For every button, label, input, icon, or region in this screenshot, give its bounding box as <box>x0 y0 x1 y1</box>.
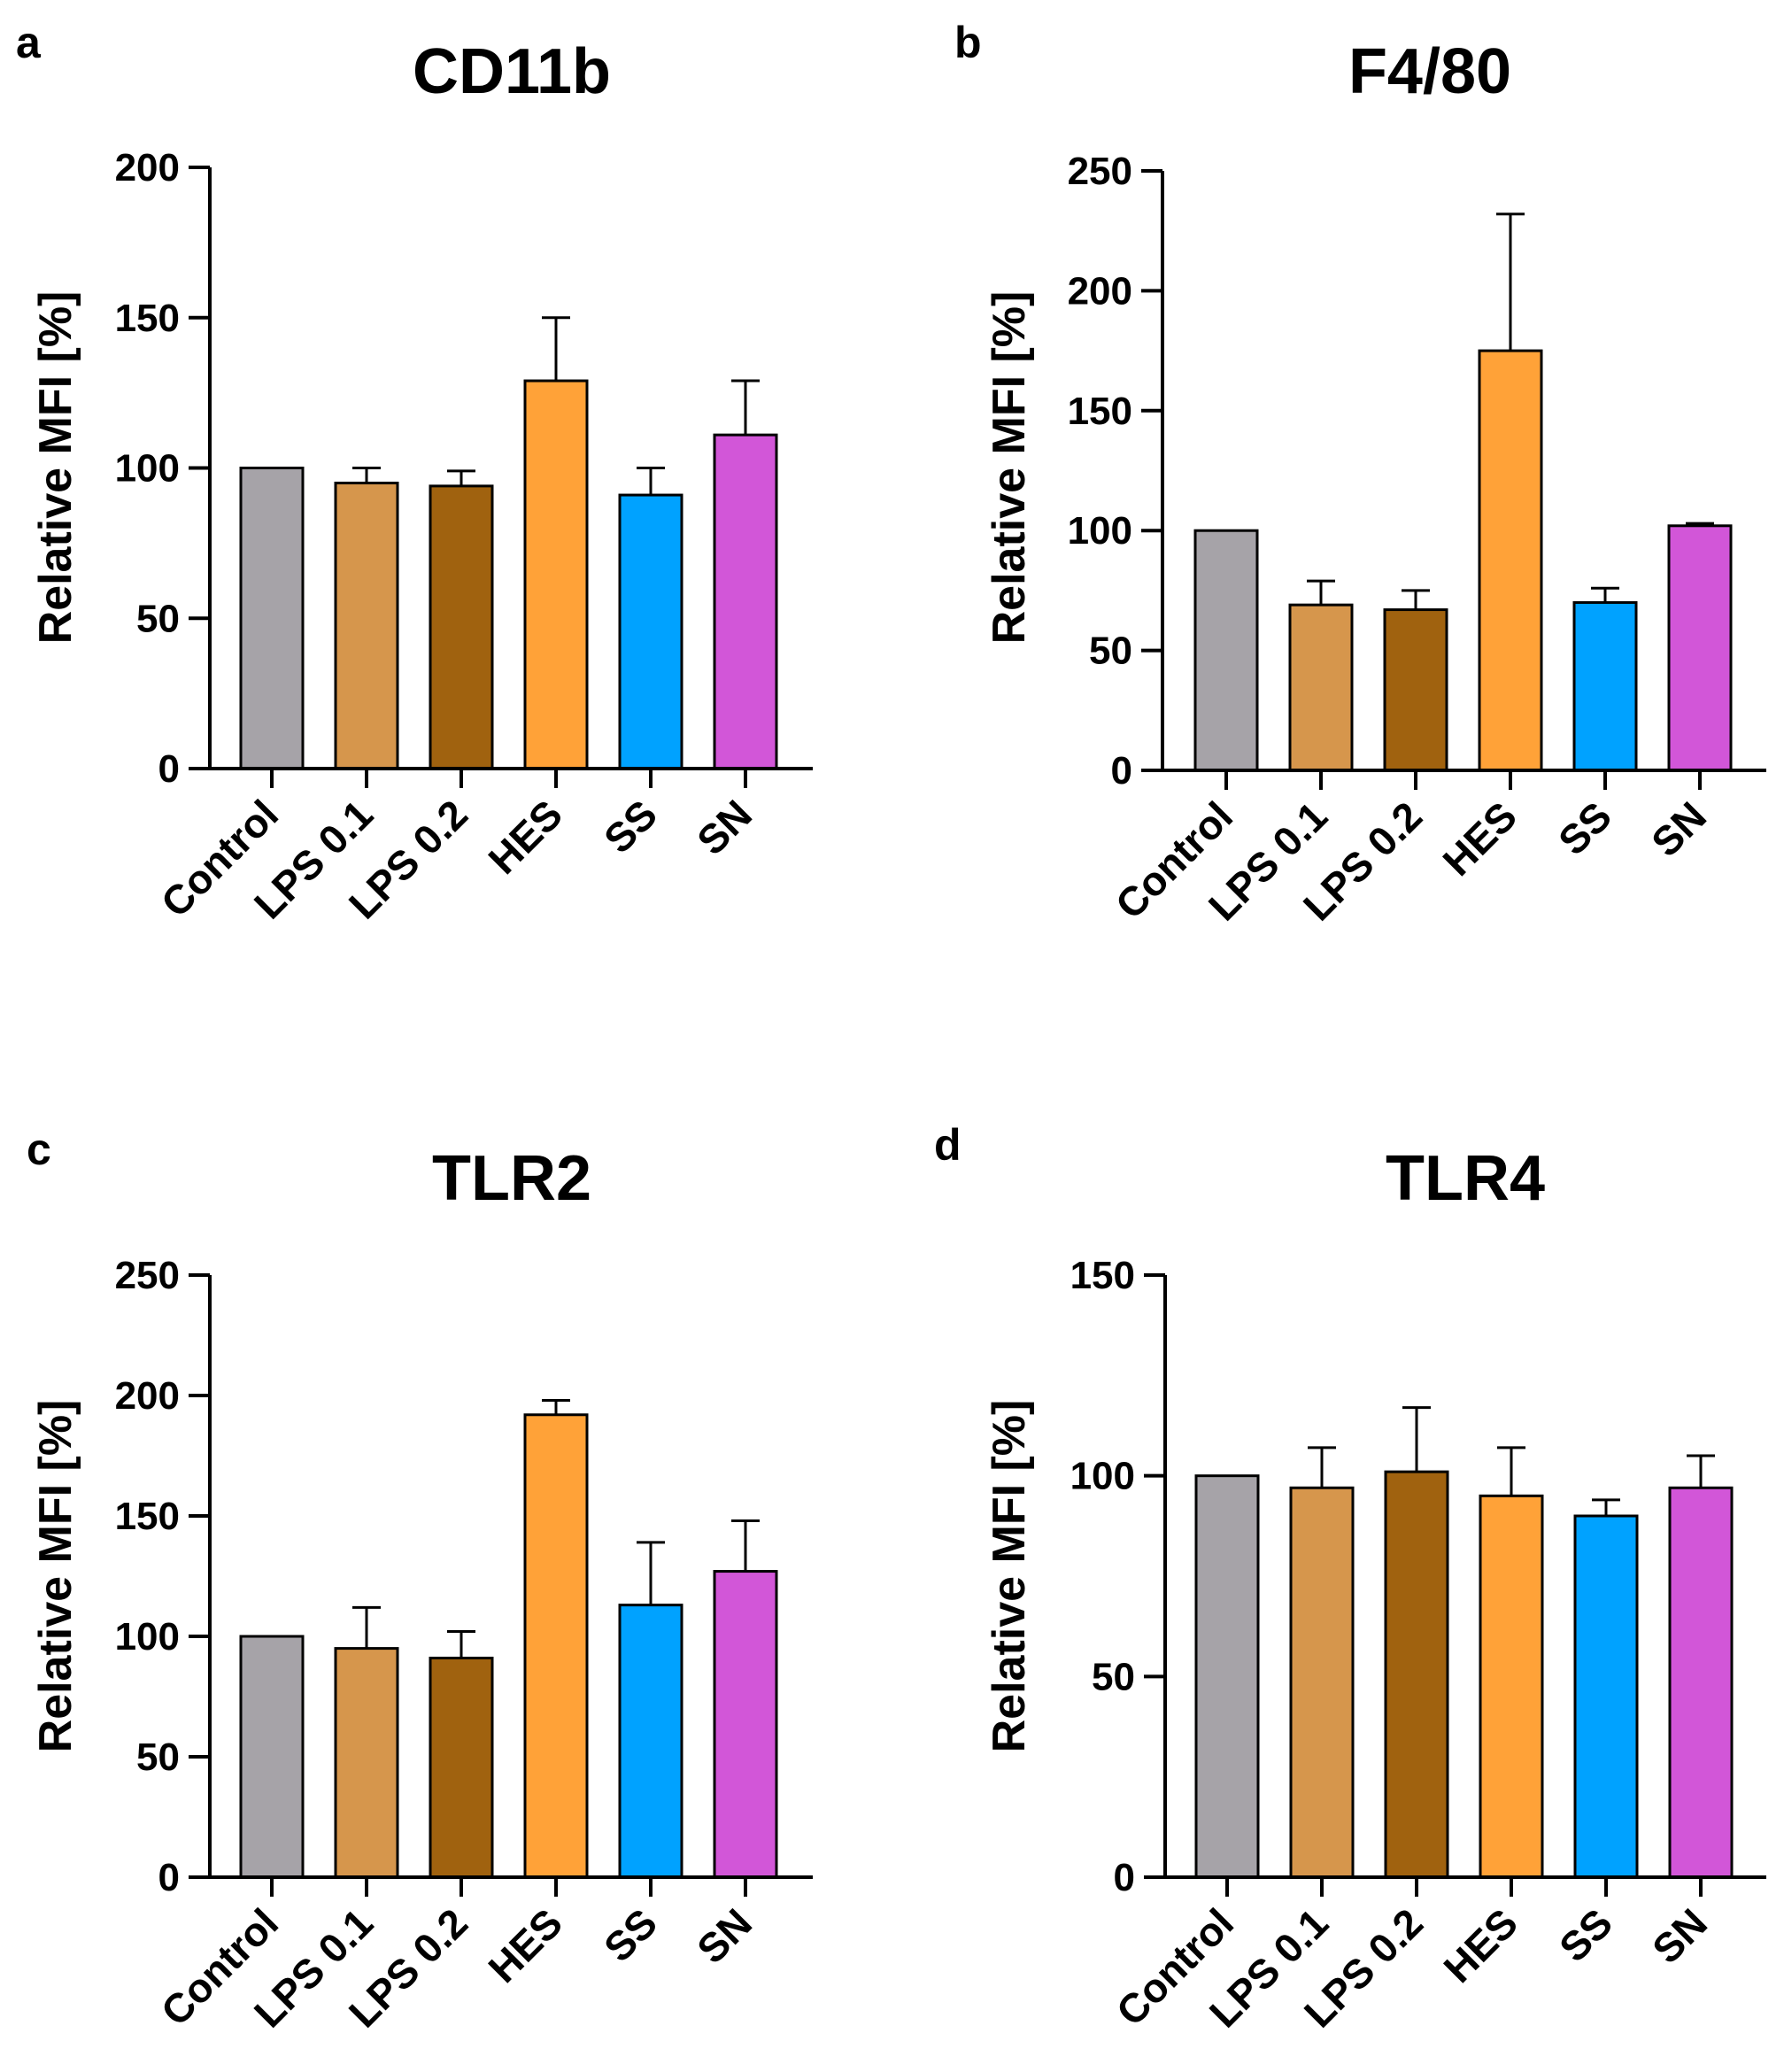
bar-ss <box>1573 1514 1639 1879</box>
x-tick-label: HES <box>479 1899 571 1991</box>
bar-lps-0-1 <box>1288 603 1354 772</box>
chart-title: TLR4 <box>1386 1143 1545 1214</box>
bar-sn <box>1667 524 1733 772</box>
y-axis-label: Relative MFI [%] <box>984 291 1035 645</box>
x-tick-label: HES <box>479 791 571 883</box>
y-axis-label: Relative MFI [%] <box>984 1400 1035 1753</box>
y-tick-label: 100 <box>115 447 180 491</box>
y-tick-label: 250 <box>1068 150 1132 193</box>
bar-control <box>1194 1474 1260 1879</box>
x-tick-label: SS <box>1550 1899 1621 1970</box>
y-tick-label: 50 <box>1092 1655 1135 1698</box>
y-tick-label: 0 <box>1114 1856 1135 1899</box>
x-tick-label: HES <box>1433 792 1525 885</box>
y-tick-label: 100 <box>1070 1455 1135 1498</box>
bar-ss <box>618 493 683 770</box>
y-tick-label: 200 <box>1068 269 1132 313</box>
bar-lps-0-2 <box>1384 1470 1449 1879</box>
y-axis-label: Relative MFI [%] <box>30 1400 81 1753</box>
y-tick-label: 150 <box>115 297 180 340</box>
x-tick-label: SN <box>688 1899 761 1972</box>
panel-letter: a <box>16 18 42 67</box>
y-tick-label: 100 <box>115 1615 180 1658</box>
y-tick-label: 200 <box>115 146 180 189</box>
bar-control <box>1193 529 1259 772</box>
y-tick-label: 0 <box>158 1856 180 1899</box>
bar-sn <box>713 1570 778 1879</box>
y-tick-label: 150 <box>1070 1254 1135 1297</box>
bar-control <box>239 467 305 770</box>
bar-hes <box>1478 349 1543 772</box>
bar-lps-0-2 <box>429 484 494 770</box>
y-axis-label: Relative MFI [%] <box>30 291 81 645</box>
x-tick-label: SN <box>688 791 761 863</box>
x-tick-label: SS <box>1549 792 1620 863</box>
panel-letter: c <box>27 1125 51 1174</box>
bar-sn <box>1668 1486 1734 1879</box>
bar-control <box>239 1635 305 1879</box>
bar-hes <box>523 1413 589 1879</box>
x-tick-label: SN <box>1643 1899 1716 1972</box>
y-tick-label: 200 <box>115 1374 180 1418</box>
bar-ss <box>618 1604 683 1879</box>
bar-hes <box>1479 1494 1544 1879</box>
chart-title: CD11b <box>413 36 611 107</box>
y-tick-label: 150 <box>115 1495 180 1538</box>
chart-title: F4/80 <box>1348 36 1511 107</box>
y-tick-label: 50 <box>136 1736 180 1779</box>
x-tick-label: SN <box>1642 792 1715 865</box>
bar-lps-0-2 <box>1383 608 1448 772</box>
y-tick-label: 100 <box>1068 509 1132 553</box>
panel-letter: b <box>954 18 982 67</box>
y-tick-label: 150 <box>1068 390 1132 433</box>
bar-ss <box>1572 600 1638 772</box>
y-tick-label: 0 <box>158 747 180 791</box>
x-tick-label: SS <box>595 791 666 862</box>
panel-letter: d <box>934 1120 962 1170</box>
bar-lps-0-2 <box>429 1656 494 1879</box>
x-tick-label: HES <box>1434 1899 1526 1991</box>
y-tick-label: 250 <box>115 1254 180 1297</box>
bar-lps-0-1 <box>334 481 399 770</box>
bar-lps-0-1 <box>1289 1486 1355 1879</box>
chart-title: TLR2 <box>432 1143 591 1214</box>
x-tick-label: SS <box>595 1899 666 1970</box>
bar-hes <box>523 379 589 770</box>
y-tick-label: 50 <box>1089 630 1132 673</box>
bar-sn <box>713 433 778 770</box>
bar-lps-0-1 <box>334 1647 399 1879</box>
y-tick-label: 50 <box>136 597 180 640</box>
y-tick-label: 0 <box>1111 749 1132 792</box>
